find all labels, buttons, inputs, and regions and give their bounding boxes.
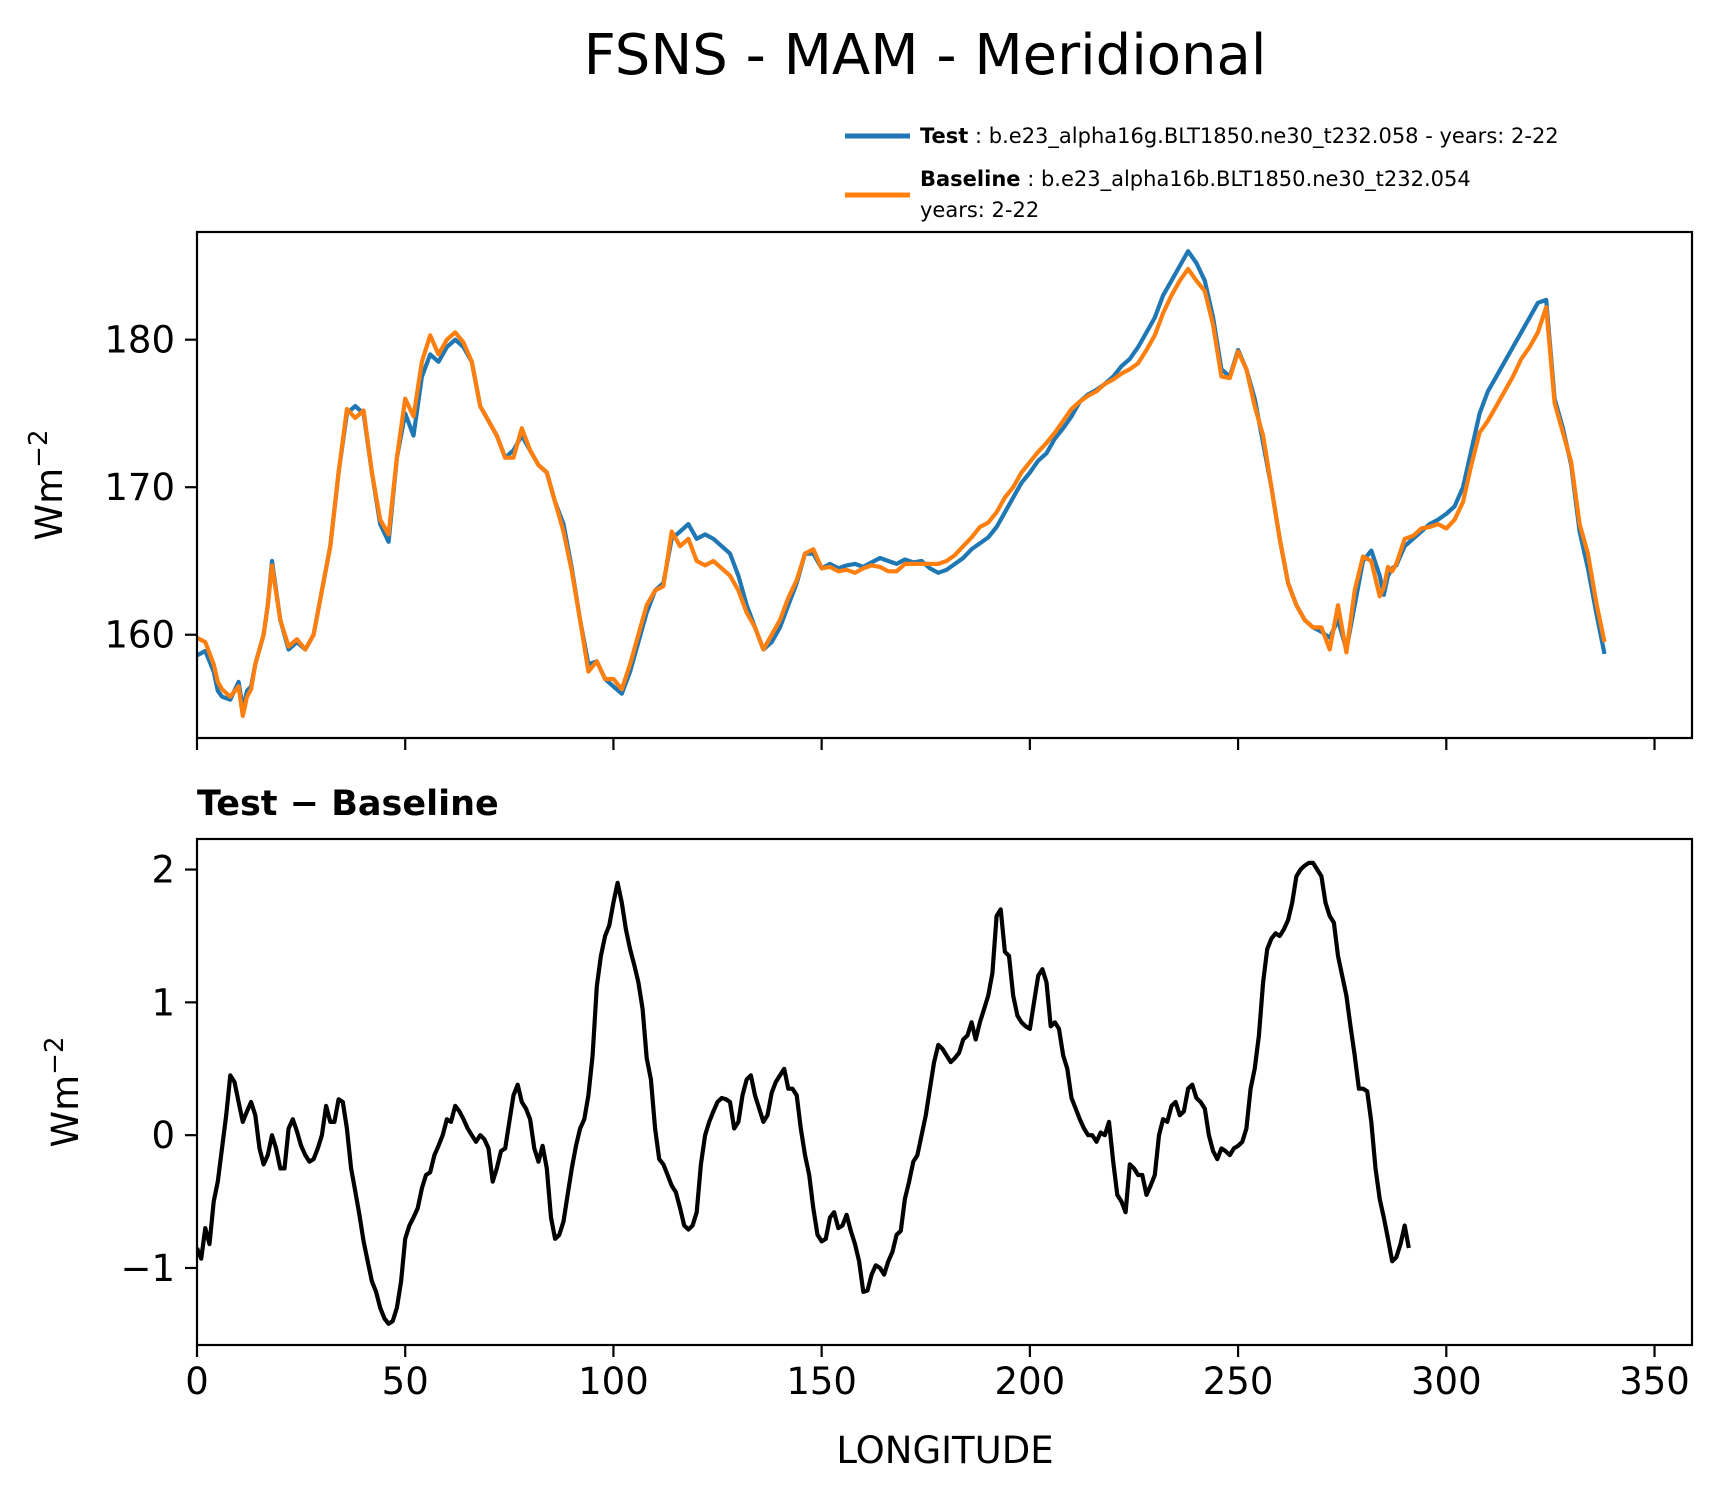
top-series-baseline (197, 266, 1607, 718)
figure-title: FSNS - MAM - Meridional (584, 23, 1267, 88)
bottom-x-tick-label: 50 (382, 1360, 429, 1403)
top-y-tick-label: 160 (104, 614, 175, 657)
legend: Test : b.e23_alpha16g.BLT1850.ne30_t232.… (845, 124, 1559, 222)
top-series-test (197, 249, 1607, 711)
bottom-x-tick-label: 150 (786, 1360, 857, 1403)
legend-test-text: b.e23_alpha16g.BLT1850.ne30_t232.058 - y… (989, 124, 1559, 149)
top-y-axis-label: Wm−2 (24, 430, 71, 541)
bottom-x-tick-label: 250 (1203, 1360, 1274, 1403)
top-y-tick-label: 170 (104, 466, 175, 509)
legend-baseline-text: b.e23_alpha16b.BLT1850.ne30_t232.054 (1041, 167, 1471, 192)
bottom-series-test-baseline (197, 860, 1411, 1326)
legend-baseline-years: years: 2-22 (920, 198, 1039, 222)
x-axis-label: LONGITUDE (836, 1429, 1053, 1472)
bottom-y-axis-label: Wm−2 (40, 1037, 87, 1148)
bottom-x-tick-label: 100 (578, 1360, 649, 1403)
bottom-panel: 0 50 100 150 200 250 300 350 −1 0 1 2 Wm−2 (40, 837, 1694, 1403)
bottom-x-tick-label: 350 (1619, 1360, 1690, 1403)
legend-test-entry: Test : b.e23_alpha16g.BLT1850.ne30_t232.… (920, 124, 1559, 149)
diff-panel-title: Test − Baseline (197, 784, 499, 824)
bottom-y-tick-label: 0 (151, 1114, 175, 1157)
bottom-x-tick-label: 0 (185, 1360, 209, 1403)
bottom-axes-frame (195, 837, 1694, 1347)
top-axes-frame (195, 230, 1694, 740)
top-y-tick-label: 180 (104, 319, 175, 362)
legend-baseline-entry: Baseline : b.e23_alpha16b.BLT1850.ne30_t… (920, 167, 1471, 192)
legend-baseline-label: Baseline (920, 167, 1021, 191)
bottom-x-tick-label: 200 (995, 1360, 1066, 1403)
legend-test-sep: : (968, 124, 988, 148)
bottom-y-tick-label: 2 (151, 849, 175, 892)
legend-baseline-sep: : (1021, 167, 1041, 191)
legend-test-label: Test (920, 124, 968, 148)
bottom-y-tick-label: 1 (151, 981, 175, 1024)
bottom-y-tick-label: −1 (120, 1247, 175, 1290)
bottom-x-tick-label: 300 (1411, 1360, 1482, 1403)
top-panel: 160 170 180 Wm−2 (24, 230, 1694, 750)
